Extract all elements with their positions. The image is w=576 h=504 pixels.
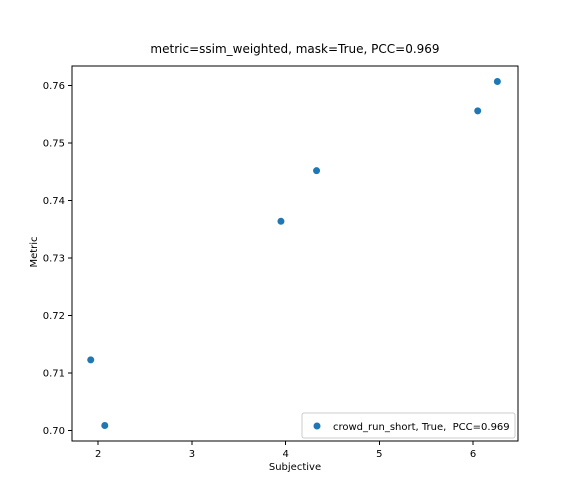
y-axis: 0.70 0.71 0.72 0.73 0.74 0.75 0.76 bbox=[43, 81, 72, 437]
legend-label: crowd_run_short, True, PCC=0.969 bbox=[333, 422, 510, 433]
legend-marker bbox=[313, 422, 321, 430]
x-tick-label: 3 bbox=[189, 449, 195, 460]
legend: crowd_run_short, True, PCC=0.969 bbox=[301, 412, 516, 439]
x-axis-label: Subjective bbox=[269, 462, 321, 473]
x-axis: 2 3 4 5 6 bbox=[95, 441, 476, 460]
y-tick-label: 0.70 bbox=[43, 426, 65, 437]
data-point bbox=[277, 217, 285, 225]
x-tick-label: 2 bbox=[95, 449, 101, 460]
plot-frame bbox=[71, 65, 519, 442]
data-point bbox=[87, 356, 95, 364]
x-tick-label: 6 bbox=[470, 449, 476, 460]
data-point bbox=[493, 78, 501, 86]
y-tick-label: 0.71 bbox=[43, 369, 65, 380]
y-tick-label: 0.75 bbox=[43, 139, 65, 150]
y-tick-label: 0.74 bbox=[43, 196, 65, 207]
data-point bbox=[474, 107, 482, 115]
plot-area bbox=[71, 65, 519, 442]
y-tick-label: 0.73 bbox=[43, 254, 65, 265]
legend-box bbox=[301, 412, 516, 439]
chart-title: metric=ssim_weighted, mask=True, PCC=0.9… bbox=[150, 42, 439, 56]
x-tick-label: 4 bbox=[282, 449, 288, 460]
data-point bbox=[101, 421, 109, 429]
y-axis-label: Metric bbox=[29, 236, 40, 267]
x-tick-label: 5 bbox=[376, 449, 382, 460]
y-tick-label: 0.76 bbox=[43, 81, 65, 92]
data-point bbox=[313, 167, 321, 175]
y-tick-label: 0.72 bbox=[43, 311, 65, 322]
